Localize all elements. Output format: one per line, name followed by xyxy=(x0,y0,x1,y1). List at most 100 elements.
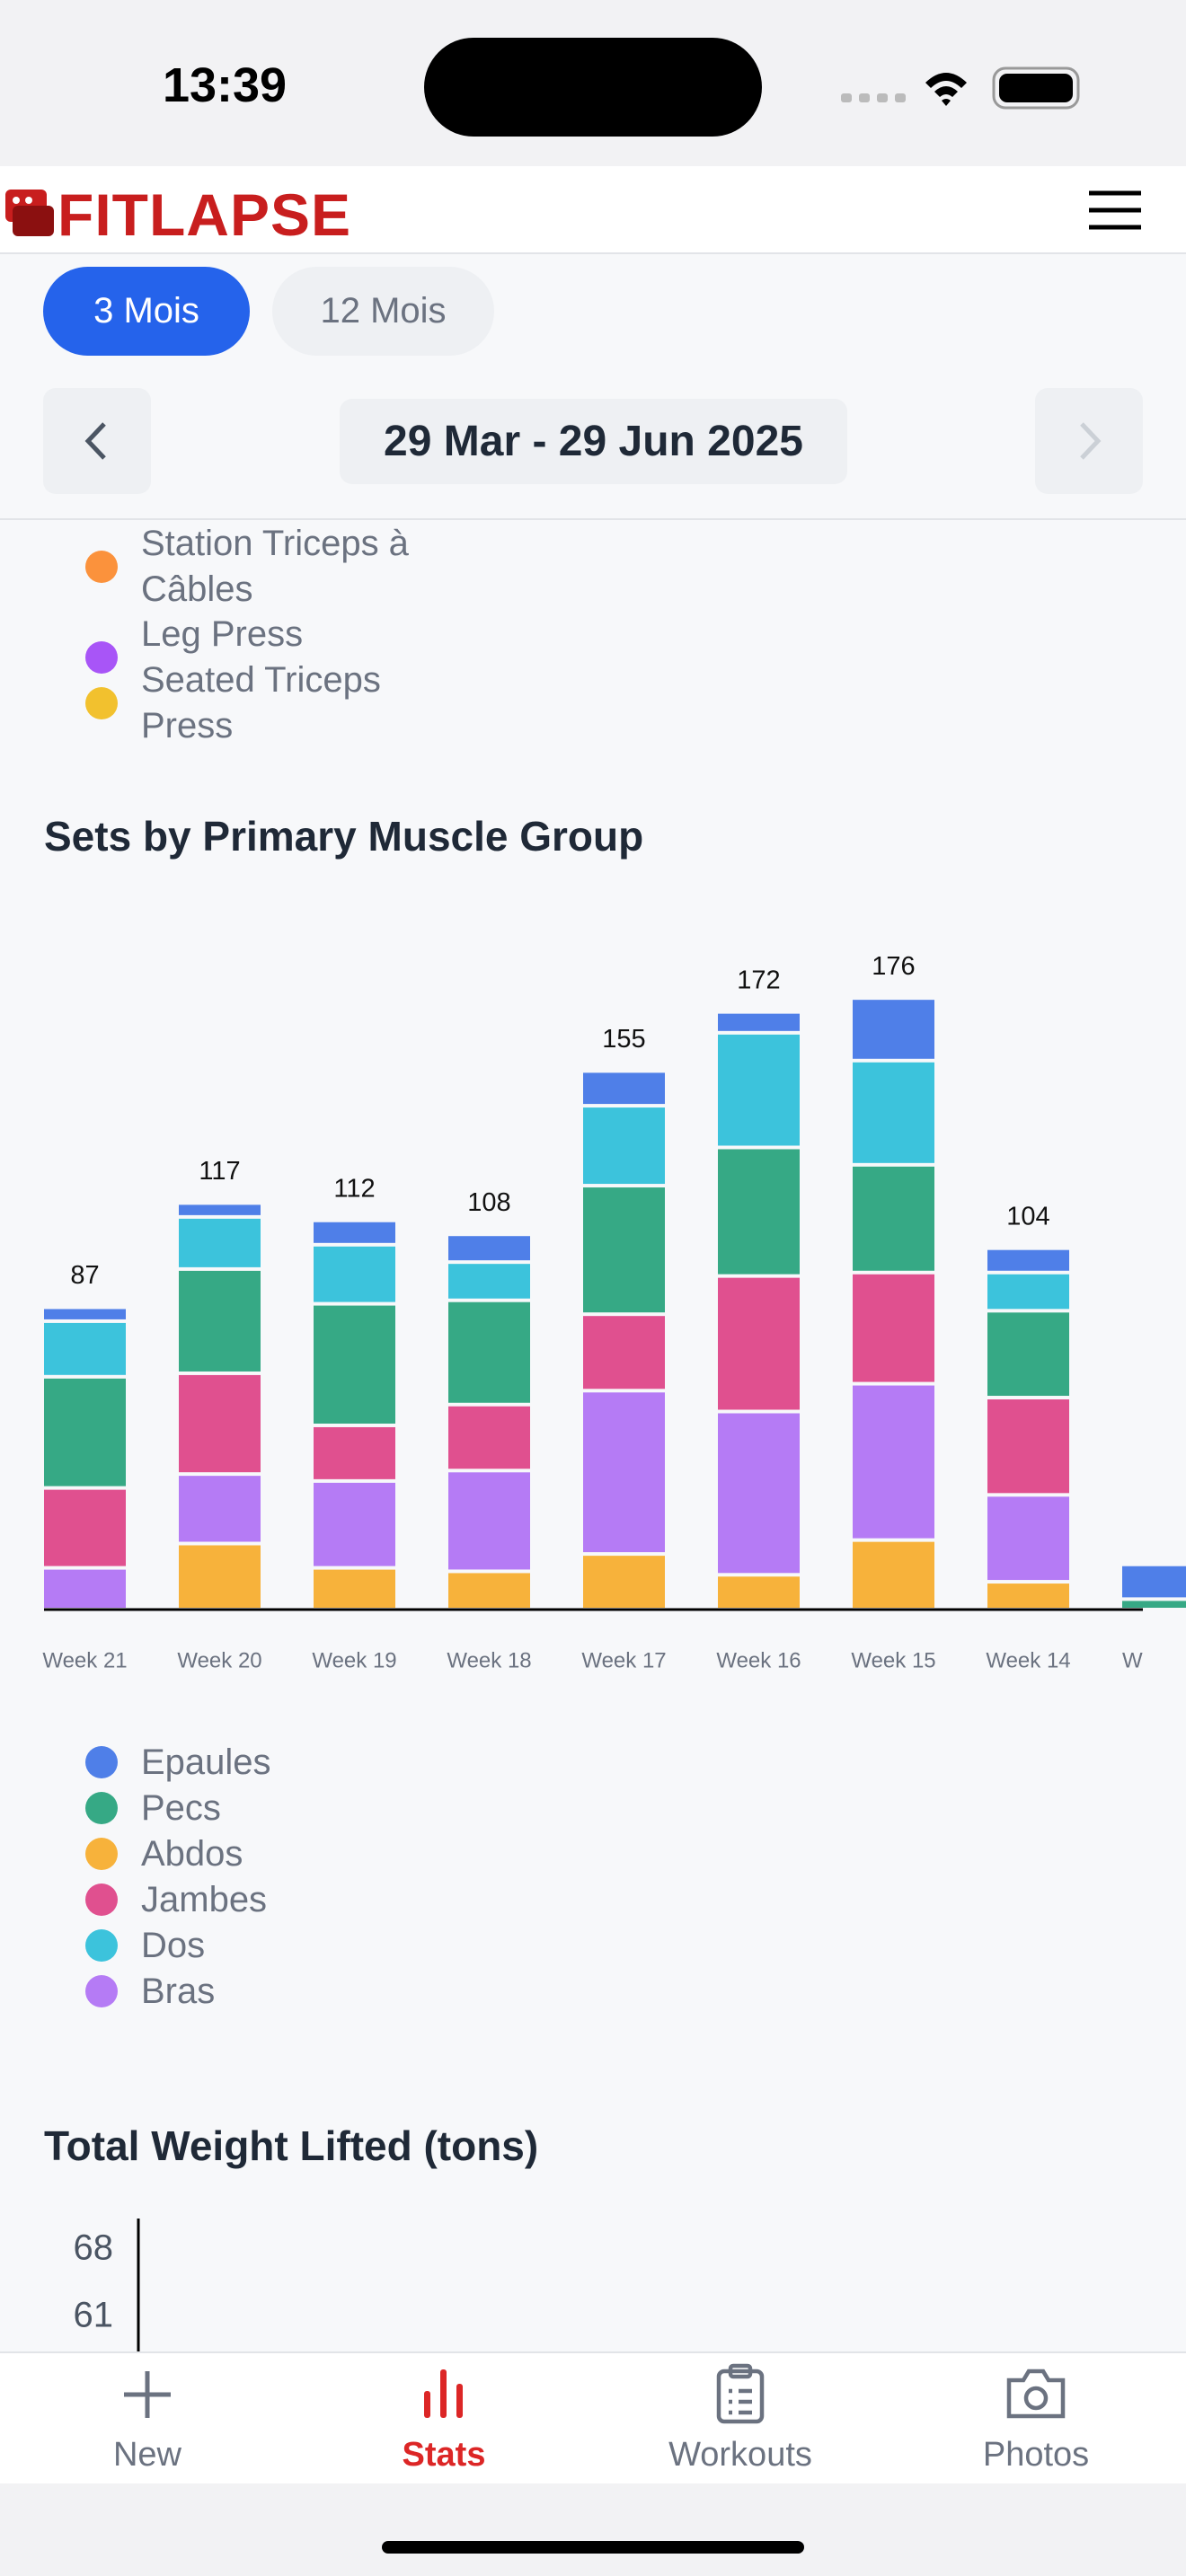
brand: FITLAPSE xyxy=(58,181,352,248)
bottom-nav: New Stats Workouts Photos xyxy=(0,2351,1186,2485)
bar-segment xyxy=(448,1406,530,1469)
bar-segment xyxy=(718,1013,800,1031)
legend-dot xyxy=(85,1792,118,1824)
nav-icon[interactable] xyxy=(704,2359,776,2430)
legend-dot xyxy=(85,1746,118,1778)
x-tick-label: Week 15 xyxy=(851,1648,935,1672)
legend-dot xyxy=(85,1929,118,1962)
bar-segment xyxy=(1122,1566,1186,1598)
total-label: 108 xyxy=(467,1188,510,1217)
nav-label[interactable]: Workouts xyxy=(668,2436,812,2474)
legend-dot xyxy=(85,1975,118,2007)
bar-segment xyxy=(583,1107,665,1185)
bar-segment xyxy=(448,1264,530,1299)
nav-label[interactable]: Stats xyxy=(402,2436,486,2474)
legend-label: Dos xyxy=(141,1926,206,1965)
bar-segment xyxy=(987,1584,1069,1608)
nav-label[interactable]: New xyxy=(112,2436,182,2474)
legend-label: Station Triceps à Câbles xyxy=(141,524,409,609)
bar-segment xyxy=(314,1305,395,1424)
legend-dot xyxy=(85,641,118,674)
x-tick-label: Week 17 xyxy=(581,1648,666,1672)
nav-icon[interactable] xyxy=(1000,2359,1072,2430)
bar-segment xyxy=(448,1301,530,1403)
x-tick-label: Week 18 xyxy=(447,1648,531,1672)
prev-button[interactable] xyxy=(43,388,151,494)
x-tick-label: Week 20 xyxy=(177,1648,261,1672)
divider xyxy=(0,518,1186,520)
bar-segment xyxy=(448,1472,530,1570)
bar-segment xyxy=(314,1482,395,1566)
bar-segment xyxy=(987,1496,1069,1581)
bar-segment xyxy=(44,1309,126,1319)
bar-segment xyxy=(314,1426,395,1479)
bar-segment xyxy=(583,1316,665,1389)
chart-title: Sets by Primary Muscle Group xyxy=(44,813,644,860)
bar-segment xyxy=(314,1222,395,1243)
menu-button[interactable] xyxy=(1087,188,1143,233)
bar-segment xyxy=(718,1576,800,1608)
x-tick-label: W xyxy=(1122,1648,1143,1672)
bar-segment xyxy=(179,1476,261,1542)
home-area xyxy=(0,2483,1186,2576)
legend-label: Jambes xyxy=(141,1880,268,1919)
bar-segment xyxy=(583,1187,665,1313)
nav-icon[interactable] xyxy=(408,2359,480,2430)
bar-segment xyxy=(583,1392,665,1553)
stacked-bar-chart: 87 Week 21 117 Week 20 112 Week 19 108 Week 18 1… xyxy=(42,952,1186,1672)
bar-segment xyxy=(44,1489,126,1566)
bar-segment xyxy=(44,1322,126,1375)
bar-segment xyxy=(987,1274,1069,1310)
nav-label[interactable]: Photos xyxy=(982,2436,1090,2474)
bar-segment xyxy=(987,1399,1069,1494)
bar-segment xyxy=(314,1569,395,1608)
bar-segment xyxy=(853,1000,934,1059)
y-tick-label: 68 xyxy=(74,2228,114,2268)
x-tick-label: Week 19 xyxy=(312,1648,396,1672)
bar-segment xyxy=(1122,1601,1186,1608)
bar-segment xyxy=(853,1166,934,1271)
bar-segment xyxy=(44,1378,126,1486)
bar-segment xyxy=(718,1034,800,1146)
legend-dot xyxy=(85,1883,118,1916)
legend-label: Leg Press xyxy=(141,614,304,654)
next-button[interactable] xyxy=(1035,388,1143,494)
bar-segment xyxy=(718,1277,800,1410)
total-label: 112 xyxy=(333,1174,375,1203)
status-bar: 13:39 xyxy=(0,0,1186,166)
bar-segment xyxy=(583,1556,665,1608)
bar-segment xyxy=(987,1312,1069,1397)
tab-12-months[interactable]: 12 Mois xyxy=(272,267,494,356)
legend-label: Abdos xyxy=(141,1834,243,1874)
bar-segment xyxy=(853,1274,934,1382)
total-label: 172 xyxy=(737,966,780,994)
legend-dot xyxy=(85,1838,118,1870)
bar-segment xyxy=(987,1249,1069,1271)
logo-icon xyxy=(5,190,54,236)
legend-label: Bras xyxy=(141,1972,216,2011)
x-tick-label: Week 14 xyxy=(986,1648,1070,1672)
time: 13:39 xyxy=(162,58,288,112)
nav-icon[interactable] xyxy=(111,2359,183,2430)
total-label: 176 xyxy=(872,952,915,981)
total-label: 117 xyxy=(199,1157,240,1186)
bar-segment xyxy=(583,1072,665,1105)
header: FITLAPSE xyxy=(0,166,1186,254)
bar-segment xyxy=(179,1545,261,1608)
bar-segment xyxy=(448,1236,530,1261)
bar-segment xyxy=(853,1541,934,1608)
bar-segment xyxy=(179,1374,261,1473)
x-tick-label: Week 21 xyxy=(42,1648,127,1672)
bar-segment xyxy=(448,1573,530,1608)
legend-label: Epaules xyxy=(141,1742,271,1782)
legend-dot xyxy=(85,551,118,583)
status-icons xyxy=(841,66,1080,110)
bar-segment xyxy=(179,1270,261,1372)
bar-segment xyxy=(314,1246,395,1302)
bar-segment xyxy=(179,1218,261,1267)
legend-dot xyxy=(85,687,118,719)
date-range: 29 Mar - 29 Jun 2025 xyxy=(340,399,847,484)
tab-3-months[interactable]: 3 Mois xyxy=(43,267,250,356)
total-label: 87 xyxy=(70,1261,99,1290)
